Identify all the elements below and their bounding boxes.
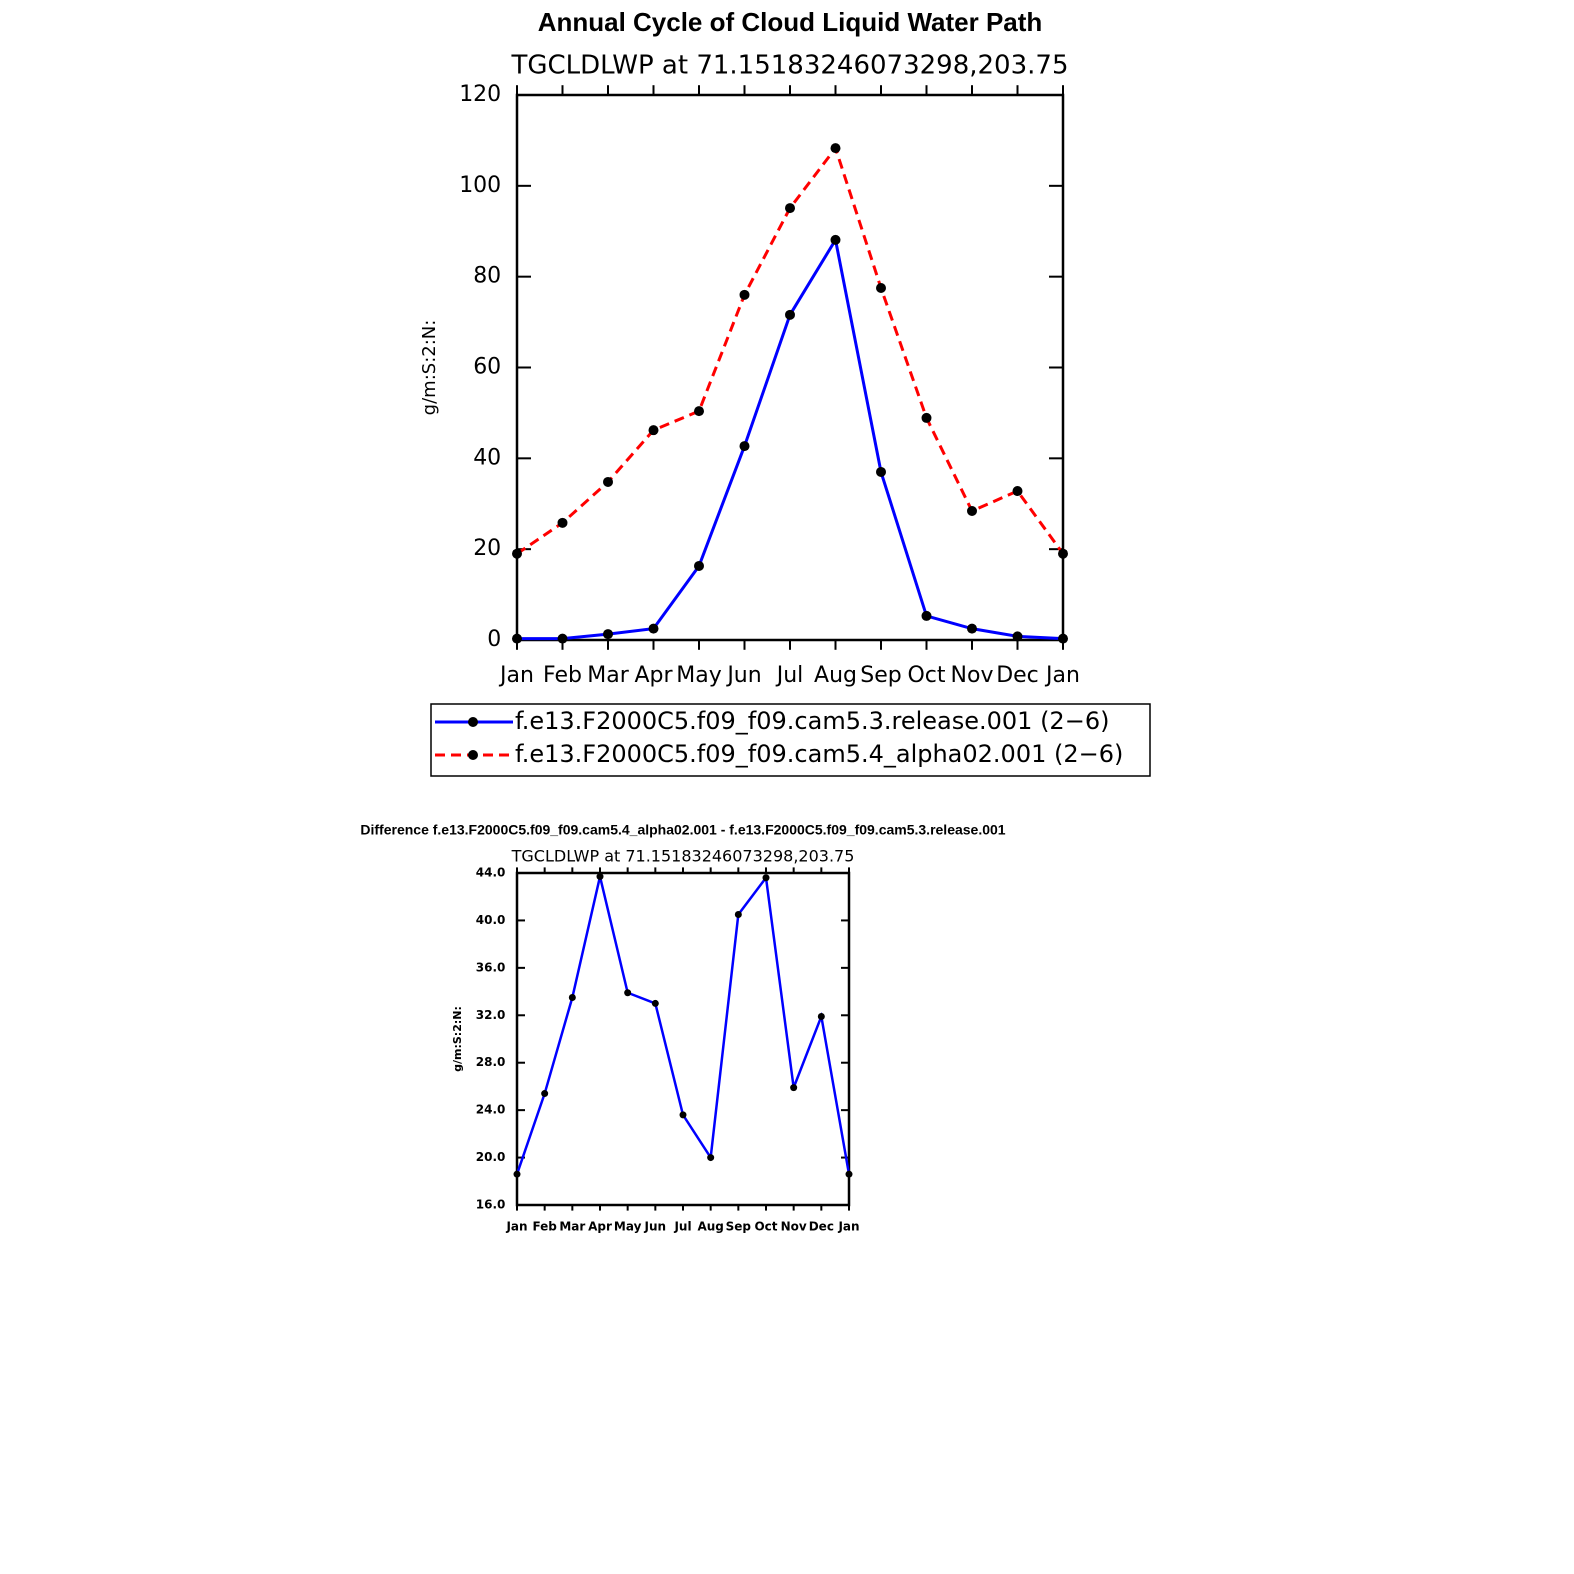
x-tick-label: Oct: [754, 1220, 777, 1234]
y-tick-label: 120: [459, 82, 501, 107]
x-tick-label: Feb: [543, 663, 582, 688]
y-axis-label: g/m:S:2:N:: [451, 1006, 464, 1072]
y-tick-label: 44.0: [476, 866, 506, 880]
x-tick-label: Nov: [781, 1220, 807, 1234]
y-tick-label: 0: [487, 627, 501, 652]
data-point: [1058, 548, 1068, 559]
x-tick-label: Jun: [725, 663, 761, 688]
x-tick-label: Apr: [634, 663, 673, 688]
data-point: [785, 309, 795, 320]
x-tick-label: Sep: [860, 663, 901, 688]
data-point: [921, 610, 932, 621]
series-line: [515, 874, 851, 1175]
x-tick-label: Oct: [907, 663, 945, 688]
legend-marker: [468, 717, 478, 727]
data-point: [512, 548, 522, 559]
x-tick-label: Jan: [498, 663, 534, 688]
x-tick-label: Jan: [505, 1220, 527, 1234]
data-point: [762, 874, 770, 882]
legend-box: [430, 703, 1151, 777]
y-tick-label: 40.0: [476, 913, 506, 927]
x-tick-label: Feb: [532, 1220, 557, 1234]
data-point: [739, 289, 750, 300]
y-axis-label: g/m:S:2:N:: [419, 320, 440, 416]
data-point: [830, 234, 841, 245]
data-point: [694, 406, 704, 417]
data-point: [648, 425, 659, 436]
data-point: [785, 203, 795, 214]
data-point: [648, 623, 659, 634]
x-tick-label: Mar: [587, 663, 629, 688]
y-tick-label: 20.0: [476, 1150, 506, 1164]
data-point: [694, 560, 704, 571]
x-tick-label: Aug: [814, 663, 857, 688]
data-point: [876, 466, 886, 477]
x-tick-label: Sep: [726, 1220, 752, 1234]
x-tick-label: Jan: [837, 1220, 859, 1234]
chart-subtitle: TGCLDLWP at 71.15183246073298,203.75: [511, 847, 855, 866]
legend-marker: [468, 750, 478, 760]
data-point: [1012, 486, 1023, 497]
x-tick-label: May: [614, 1220, 642, 1234]
data-point: [557, 633, 568, 644]
series-line: [517, 235, 1064, 641]
data-point: [830, 143, 841, 154]
x-tick-label: Dec: [809, 1220, 834, 1234]
data-point: [679, 1111, 687, 1119]
x-tick-label: Jul: [673, 1220, 691, 1234]
x-tick-label: Jan: [1044, 663, 1080, 688]
y-tick-label: 20: [473, 536, 501, 561]
y-tick-label: 32.0: [476, 1008, 506, 1022]
legend-label: f.e13.F2000C5.f09_f09.cam5.4_alpha02.001…: [515, 740, 1123, 768]
y-tick-label: 100: [459, 173, 501, 198]
chart-subtitle: TGCLDLWP at 71.15183246073298,203.75: [510, 51, 1068, 81]
data-point: [568, 994, 576, 1001]
data-point: [603, 476, 613, 487]
y-tick-label: 40: [473, 445, 501, 470]
data-point: [1012, 631, 1023, 642]
plot-frame: [515, 93, 1065, 642]
x-tick-label: Mar: [559, 1220, 585, 1234]
chart-title: Annual Cycle of Cloud Liquid Water Path: [538, 7, 1043, 37]
y-tick-label: 24.0: [476, 1103, 506, 1117]
y-tick-label: 36.0: [476, 960, 506, 974]
data-point: [513, 1170, 521, 1178]
x-tick-label: Jun: [644, 1220, 667, 1234]
data-point: [967, 506, 977, 517]
data-point: [651, 999, 659, 1007]
x-tick-label: Dec: [996, 663, 1039, 688]
plot-frame: [515, 871, 851, 1207]
data-point: [557, 517, 568, 528]
data-point: [734, 911, 742, 918]
data-point: [790, 1084, 798, 1092]
data-point: [817, 1012, 825, 1020]
x-tick-label: Apr: [588, 1220, 612, 1234]
data-point: [739, 441, 750, 452]
data-point: [1058, 633, 1068, 644]
y-tick-label: 80: [473, 264, 501, 289]
data-point: [603, 629, 613, 640]
legend-label: f.e13.F2000C5.f09_f09.cam5.3.release.001…: [515, 707, 1109, 735]
data-point: [967, 623, 977, 634]
x-tick-label: May: [676, 663, 721, 688]
x-tick-label: Nov: [951, 663, 994, 688]
data-point: [707, 1154, 715, 1162]
data-point: [876, 283, 886, 294]
y-tick-label: 60: [473, 355, 501, 380]
y-tick-label: 28.0: [476, 1055, 506, 1069]
data-point: [624, 989, 632, 997]
chart-title: Difference f.e13.F2000C5.f09_f09.cam5.4_…: [360, 822, 1005, 838]
data-point: [541, 1090, 549, 1098]
x-tick-label: Jul: [775, 663, 804, 688]
y-tick-label: 16.0: [476, 1198, 506, 1212]
data-point: [921, 412, 932, 423]
data-point: [512, 633, 522, 644]
data-point: [845, 1170, 853, 1178]
data-point: [596, 873, 604, 881]
x-tick-label: Aug: [697, 1220, 723, 1234]
